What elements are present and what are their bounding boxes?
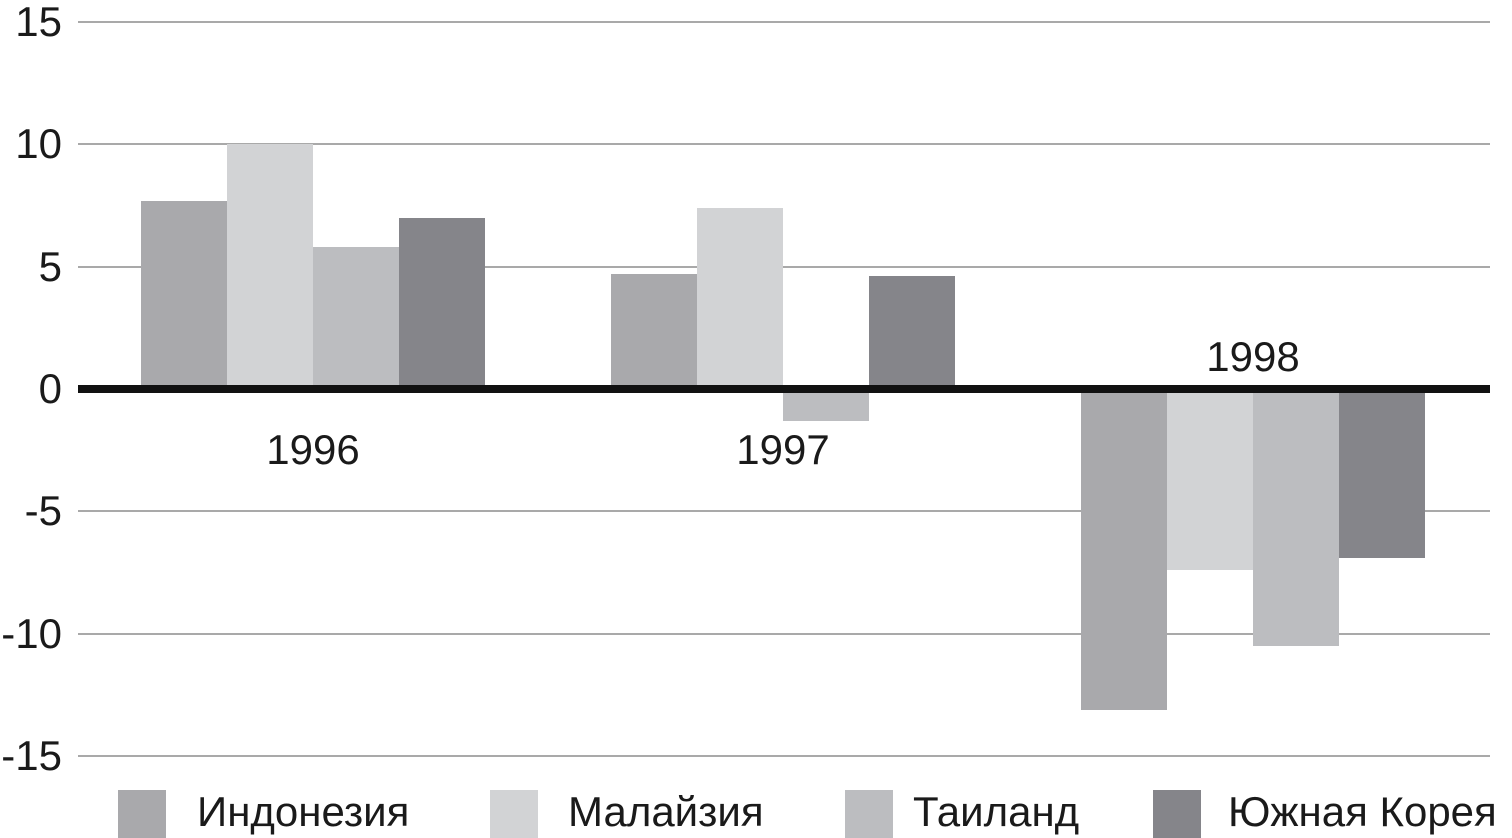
y-tick-label-0: 0: [38, 365, 62, 412]
bar-south-korea-1997: [869, 276, 955, 389]
bar-indonesia-1997: [611, 273, 697, 389]
category-label-1997: 1997: [736, 426, 830, 473]
bar-indonesia-1998: [1081, 389, 1167, 710]
gridline-15: [78, 20, 1490, 23]
bar-south-korea-1998: [1339, 389, 1425, 558]
zero-axis-line: [78, 385, 1490, 393]
legend-swatch-malaysia: [490, 790, 538, 838]
bar-thailand-1996: [313, 247, 399, 389]
gridline--10: [78, 632, 1490, 635]
legend-label-thailand: Таиланд: [913, 788, 1080, 835]
legend-label-malaysia: Малайзия: [568, 788, 764, 835]
bar-malaysia-1998: [1167, 389, 1253, 571]
gridline--5: [78, 510, 1490, 513]
bar-south-korea-1996: [399, 217, 485, 389]
legend-label-south-korea: Южная Корея: [1228, 788, 1497, 835]
gridline-5: [78, 265, 1490, 268]
category-label-1996: 1996: [266, 426, 360, 473]
y-tick-label-5: 5: [38, 242, 62, 290]
gridline-10: [78, 143, 1490, 146]
legend-swatch-south-korea: [1153, 790, 1201, 838]
bar-indonesia-1996: [141, 200, 227, 389]
bar-thailand-1998: [1253, 389, 1339, 646]
bar-malaysia-1996: [227, 144, 313, 389]
gridline--15: [78, 755, 1490, 758]
legend-swatch-indonesia: [118, 790, 166, 838]
y-tick-label-15: 15: [15, 0, 62, 45]
bar-malaysia-1997: [697, 207, 783, 389]
y-tick-label-10: 10: [15, 120, 62, 168]
y-tick-label--10: -10: [1, 609, 62, 657]
legend-label-indonesia: Индонезия: [197, 788, 410, 835]
category-label-1998: 1998: [1206, 333, 1300, 380]
y-tick-label--5: -5: [24, 487, 62, 535]
y-tick-label--15: -15: [1, 732, 62, 780]
bar-thailand-1997: [783, 389, 869, 421]
legend-swatch-thailand: [845, 790, 893, 838]
